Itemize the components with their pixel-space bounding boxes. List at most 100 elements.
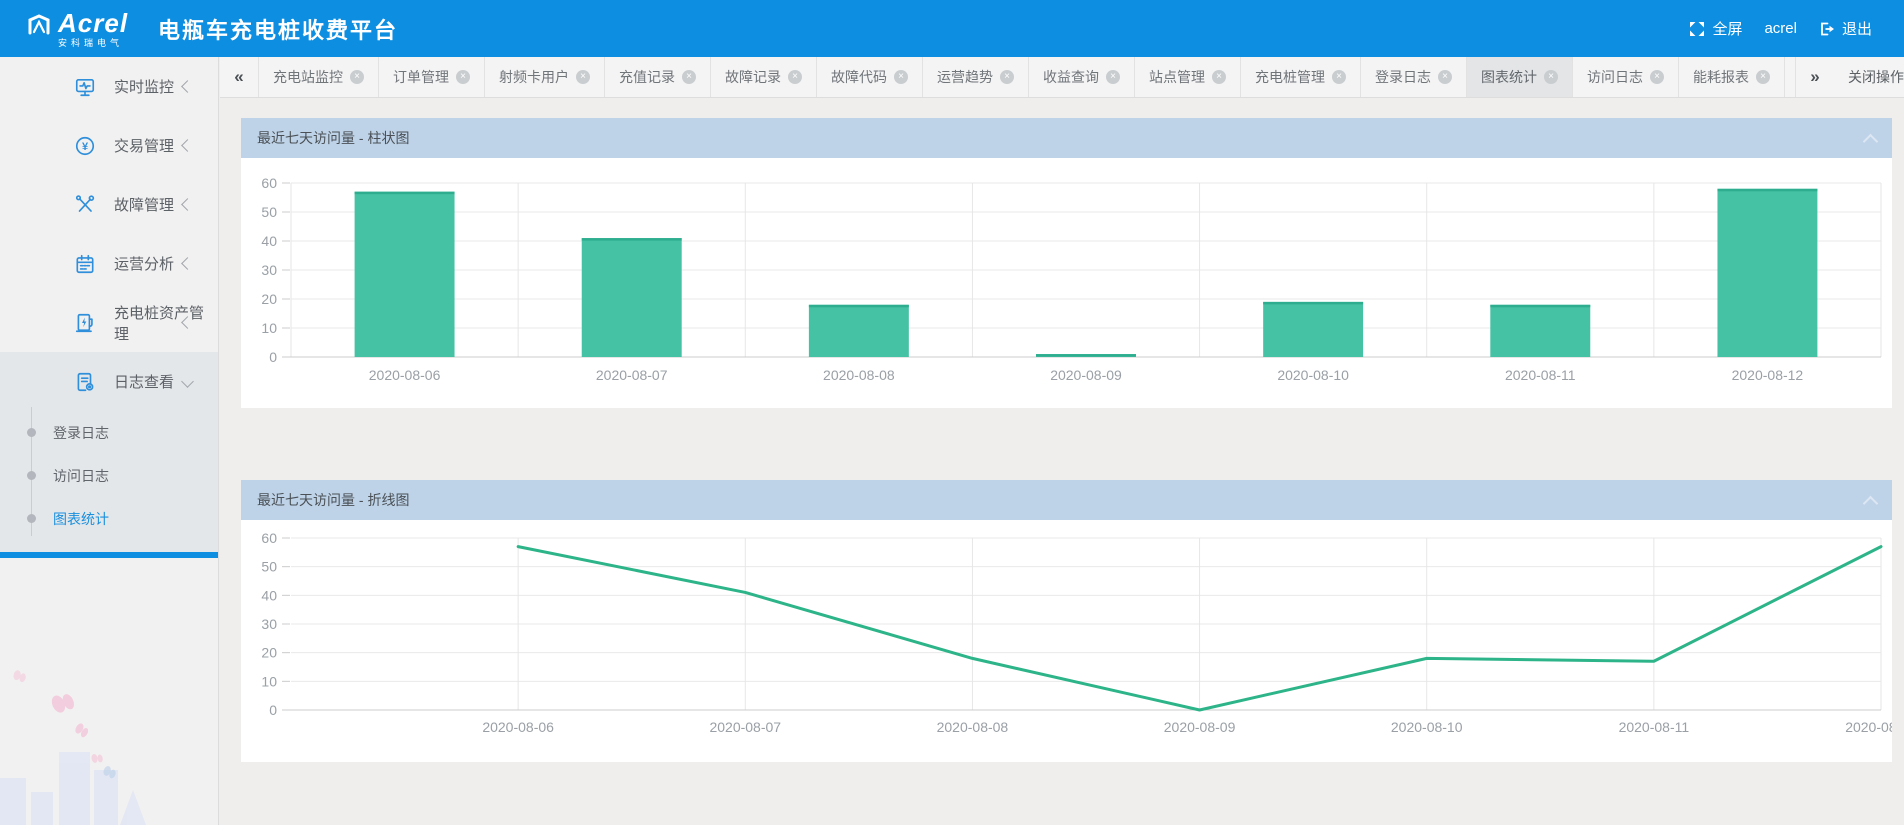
sidebar: 实时监控 ¥ 交易管理故障管理运营分析充电桩资产管理日志查看登录日志访问日志图表统计 [0, 57, 219, 825]
charging-pile-icon [75, 313, 93, 332]
logout-label: 退出 [1841, 21, 1872, 38]
y-axis-label: 10 [261, 673, 277, 689]
svg-text:¥: ¥ [82, 140, 89, 152]
tab[interactable]: 站点管理 × [1135, 57, 1241, 97]
x-axis-label: 2020-08-06 [369, 367, 441, 383]
fullscreen-button[interactable]: 全屏 [1683, 18, 1748, 39]
bar[interactable] [808, 304, 909, 357]
y-axis-label: 60 [261, 175, 277, 191]
x-axis-label: 2020-08-11 [1505, 367, 1576, 383]
sidebar-item-label: 日志查看 [114, 374, 175, 391]
bar-top-edge [581, 238, 682, 241]
bar[interactable] [1490, 304, 1591, 357]
sidebar-item-label: 运营分析 [114, 256, 175, 273]
sidebar-item-label: 实时监控 [114, 79, 175, 96]
double-chevron-left-icon: « [234, 67, 244, 86]
tab-label: 登录日志 [1375, 69, 1431, 85]
chevron-left-icon [181, 80, 194, 93]
bar-top-edge [1490, 304, 1591, 308]
sidebar-item-label: 交易管理 [114, 138, 175, 155]
tab[interactable]: 图表统计 × [1467, 57, 1573, 97]
x-axis-label: 2020-08-09 [1050, 367, 1122, 383]
tab[interactable]: 射频卡用户 × [485, 57, 605, 97]
user-menu[interactable]: acrel [1758, 20, 1803, 37]
tab-close-icon[interactable]: × [576, 70, 590, 84]
tab-label: 充电桩管理 [1255, 69, 1325, 85]
x-axis-label: 2020-08-10 [1277, 367, 1349, 383]
tab-close-icon[interactable]: × [456, 70, 470, 84]
sidebar-submenu: 登录日志访问日志图表统计 [0, 407, 218, 552]
tab[interactable]: 能耗报表 × [1679, 57, 1785, 97]
tab[interactable]: 运营趋势 × [923, 57, 1029, 97]
tab-close-icon[interactable]: × [894, 70, 908, 84]
tab[interactable]: 收益查询 × [1029, 57, 1135, 97]
sidebar-decoration [0, 670, 146, 825]
logout-button[interactable]: 退出 [1813, 18, 1878, 39]
tab-close-icon[interactable]: × [788, 70, 802, 84]
bar[interactable] [1717, 188, 1818, 357]
bar[interactable] [354, 191, 455, 357]
tab-label: 图表统计 [1481, 69, 1537, 85]
sidebar-item[interactable]: 充电桩资产管理 [0, 293, 218, 352]
tab-label: 能耗报表 [1693, 69, 1749, 85]
tab[interactable]: 充值记录 × [605, 57, 711, 97]
close-operations-label: 关闭操作 [1848, 69, 1904, 85]
y-axis-label: 30 [261, 262, 277, 278]
line-chart-canvas: 0 10 20 30 40 50 60 2020-08-06 2020-08-07 2020-08… [261, 530, 1904, 735]
tab-close-icon[interactable]: × [1106, 70, 1120, 84]
sidebar-subitem-label: 图表统计 [53, 510, 109, 527]
sidebar-item[interactable]: 日志查看 [0, 352, 218, 411]
tab-label: 充电站监控 [273, 69, 343, 85]
sidebar-subitem[interactable]: 图表统计 [0, 497, 218, 540]
tab[interactable]: 充电站监控 × [259, 57, 379, 97]
tab[interactable]: 故障记录 × [711, 57, 817, 97]
sidebar-item[interactable]: 实时监控 [0, 57, 218, 116]
tab-label: 订单管理 [393, 69, 449, 85]
collapse-panel-icon[interactable] [1862, 133, 1879, 149]
tab-close-icon[interactable]: × [1000, 70, 1014, 84]
tab[interactable]: 订单管理 × [379, 57, 485, 97]
sidebar-item[interactable]: 运营分析 [0, 234, 218, 293]
tab-close-icon[interactable]: × [682, 70, 696, 84]
sidebar-subitem-label: 登录日志 [53, 424, 109, 441]
collapse-panel-icon[interactable] [1862, 495, 1879, 511]
tab[interactable]: 登录日志 × [1361, 57, 1467, 97]
y-axis-label: 0 [269, 702, 277, 718]
tab[interactable]: 故障代码 × [817, 57, 923, 97]
bar-top-edge [1717, 188, 1818, 192]
sidebar-item[interactable]: 故障管理 [0, 175, 218, 234]
y-axis-label: 40 [261, 233, 277, 249]
sidebar-subitem[interactable]: 访问日志 [0, 454, 218, 497]
app-header: Acrel 安科瑞电气 电瓶车充电桩收费平台 全屏 acrel 退出 [0, 0, 1904, 57]
tab-close-icon[interactable]: × [1332, 70, 1346, 84]
header-actions: 全屏 acrel 退出 [1683, 18, 1904, 39]
tab-close-icon[interactable]: × [1756, 70, 1770, 84]
sidebar-subitem[interactable]: 登录日志 [0, 411, 218, 454]
tab-label: 站点管理 [1149, 69, 1205, 85]
tab-list: 充电站监控 × 订单管理 × 射频卡用户 × 充值记录 × 故障记录 × 故障代码 × 运营趋势 × 收益查… [259, 57, 1785, 97]
close-operations-button[interactable]: 关闭操作 [1834, 57, 1904, 97]
bar[interactable] [581, 238, 682, 357]
sidebar-item-label: 故障管理 [114, 197, 175, 214]
tab-close-icon[interactable]: × [1212, 70, 1226, 84]
brand-name: Acrel [58, 7, 129, 38]
bar[interactable] [1263, 301, 1364, 357]
tools-icon [75, 194, 95, 212]
tab-close-icon[interactable]: × [350, 70, 364, 84]
tab[interactable]: 访问日志 × [1573, 57, 1679, 97]
tab-close-icon[interactable]: × [1544, 70, 1558, 84]
bar-top-edge [808, 304, 909, 308]
y-axis-label: 20 [261, 291, 277, 307]
x-axis-label: 2020-08-08 [823, 367, 895, 383]
scroll-tabs-left-button[interactable]: « [220, 57, 259, 97]
tab-close-icon[interactable]: × [1650, 70, 1664, 84]
x-axis-label: 2020-08-09 [1164, 719, 1236, 735]
sidebar-item[interactable]: ¥ 交易管理 [0, 116, 218, 175]
main-content: 最近七天访问量 - 柱状图 0 10 20 30 40 50 60 2020-08-06 202… [220, 97, 1904, 825]
line-series[interactable] [516, 545, 1883, 712]
tab-close-icon[interactable]: × [1438, 70, 1452, 84]
double-chevron-right-icon: » [1810, 67, 1820, 86]
tab[interactable]: 充电桩管理 × [1241, 57, 1361, 97]
scroll-tabs-right-button[interactable]: » [1795, 57, 1834, 97]
tabbar-spacer [1785, 57, 1795, 97]
